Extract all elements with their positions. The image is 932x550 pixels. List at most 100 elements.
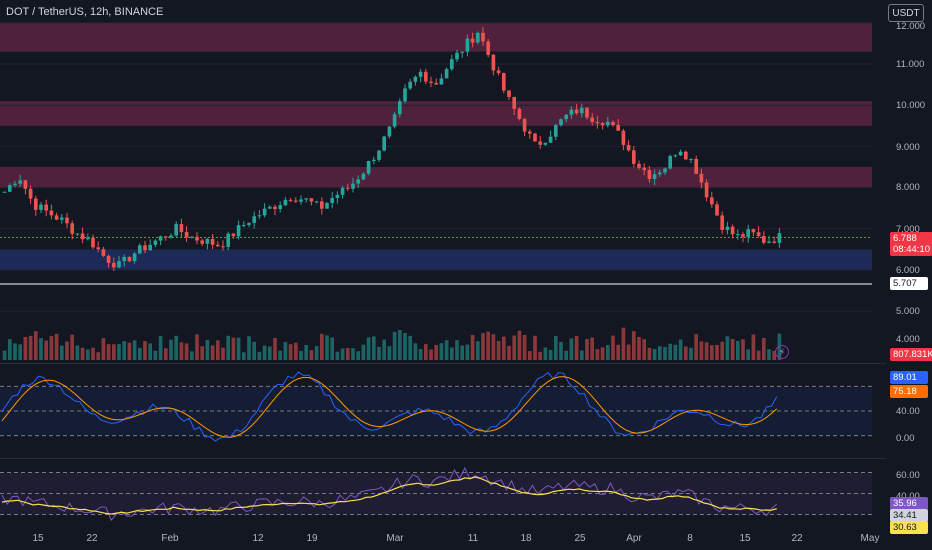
volume-bar xyxy=(335,351,340,360)
volume-tag: 807.831K xyxy=(890,348,932,361)
candle-body xyxy=(371,159,376,162)
volume-bar xyxy=(569,338,574,360)
candle-body xyxy=(153,240,158,245)
volume-bar xyxy=(533,335,537,360)
candle-body xyxy=(481,32,485,42)
volume-bar xyxy=(111,344,116,360)
candle-body xyxy=(7,185,12,192)
candle-body xyxy=(111,263,116,268)
volume-bar xyxy=(247,336,251,360)
candle-body xyxy=(543,142,548,145)
symbol-title[interactable]: DOT / TetherUS, 12h, BINANCE xyxy=(6,6,164,18)
volume-bar xyxy=(148,343,153,360)
volume-bar xyxy=(195,334,199,360)
volume-bar xyxy=(75,345,80,360)
time-axis-label: 22 xyxy=(86,533,98,544)
candle-body xyxy=(356,179,361,184)
candle-body xyxy=(54,215,59,220)
candle-body xyxy=(91,237,95,248)
candle-body xyxy=(387,126,392,137)
volume-bar xyxy=(288,344,293,360)
volume-bar xyxy=(418,348,423,360)
volume-bar xyxy=(413,343,418,360)
price-axis-label: 11.000 xyxy=(896,59,925,70)
candle-body xyxy=(382,136,387,151)
price-axis-label: 10.000 xyxy=(896,100,926,111)
candle-body xyxy=(361,173,366,180)
volume-bar xyxy=(70,334,75,360)
candle-body xyxy=(143,245,147,251)
candle-body xyxy=(559,119,563,126)
volume-bar xyxy=(756,350,761,360)
candle-body xyxy=(267,206,272,209)
volume-bar xyxy=(403,332,407,360)
rsi-ma2-tag: 30.63 xyxy=(890,521,928,534)
time-axis-label: 19 xyxy=(306,533,318,544)
candle-body xyxy=(44,204,49,211)
candle-body xyxy=(325,203,329,209)
volume-bar xyxy=(678,339,683,360)
time-axis-label: 8 xyxy=(687,533,693,544)
candle-body xyxy=(574,109,579,114)
lightning-icon[interactable]: ⚡ xyxy=(775,345,789,359)
candle-body xyxy=(408,81,413,89)
volume-bar xyxy=(704,342,709,360)
volume-bar xyxy=(741,339,745,360)
candle-body xyxy=(319,201,324,209)
volume-bar xyxy=(382,339,387,360)
volume-bar xyxy=(522,335,527,360)
candle-body xyxy=(262,208,267,216)
volume-bar xyxy=(236,337,241,360)
candle-body xyxy=(772,241,777,243)
volume-bar xyxy=(647,347,652,360)
volume-bar xyxy=(408,335,413,360)
candle-body xyxy=(709,197,714,205)
volume-bar xyxy=(267,346,272,360)
candle-body xyxy=(590,117,595,122)
volume-bar xyxy=(325,335,329,360)
volume-bar xyxy=(767,349,771,360)
volume-bar xyxy=(444,340,449,360)
price-axis-label: 9.000 xyxy=(896,142,920,153)
candle-body xyxy=(470,38,475,43)
volume-bar xyxy=(564,350,569,360)
volume-bar xyxy=(543,347,548,360)
volume-bar xyxy=(486,331,491,360)
volume-bar xyxy=(642,339,647,360)
candle-body xyxy=(351,183,355,189)
candle-body xyxy=(455,52,459,60)
volume-bar xyxy=(33,331,38,360)
volume-bar xyxy=(491,334,496,360)
volume-bar xyxy=(725,336,730,360)
candle-body xyxy=(657,172,662,175)
currency-button[interactable]: USDT xyxy=(888,4,924,22)
last-price-tag: 6.788 08:44:10 xyxy=(890,232,932,256)
candle-body xyxy=(75,233,80,235)
volume-bar xyxy=(293,342,298,360)
volume-bar xyxy=(621,327,626,360)
volume-bar xyxy=(470,334,475,360)
candle-body xyxy=(247,223,251,225)
bar-countdown: 08:44:10 xyxy=(893,244,930,255)
candle-body xyxy=(725,226,730,230)
pane-divider[interactable] xyxy=(0,458,886,459)
volume-bar xyxy=(434,344,439,360)
candle-body xyxy=(631,150,636,164)
stoch-d-line xyxy=(1,376,778,438)
candle-body xyxy=(174,224,179,236)
volume-bar xyxy=(54,333,59,360)
candle-body xyxy=(418,71,423,77)
volume-bar xyxy=(387,346,392,360)
volume-bar xyxy=(91,347,95,360)
volume-bar xyxy=(694,334,699,360)
candle-body xyxy=(699,173,704,183)
rsi-tag: 35.96 xyxy=(890,497,928,510)
volume-bar xyxy=(371,336,376,360)
candle-body xyxy=(106,255,111,264)
candle-body xyxy=(715,204,719,216)
volume-bar xyxy=(595,349,600,360)
pane-divider[interactable] xyxy=(0,363,886,364)
candle-body xyxy=(132,253,137,262)
candle-body xyxy=(330,197,335,204)
